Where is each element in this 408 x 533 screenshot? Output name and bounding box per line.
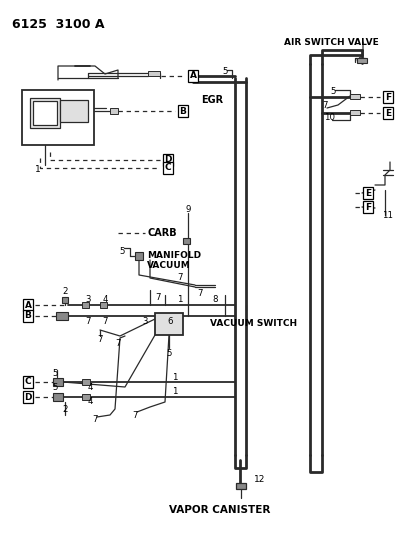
Text: 8: 8 bbox=[212, 295, 218, 304]
Text: 1: 1 bbox=[35, 166, 41, 174]
Bar bbox=[100, 302, 107, 308]
Text: F: F bbox=[385, 93, 391, 101]
Bar bbox=[22, 90, 94, 145]
Bar bbox=[350, 94, 360, 99]
Bar bbox=[350, 110, 360, 115]
Text: 7: 7 bbox=[155, 294, 161, 303]
Text: AIR SWITCH VALVE: AIR SWITCH VALVE bbox=[284, 38, 379, 47]
Text: 7: 7 bbox=[85, 318, 91, 327]
Text: VACUUM SWITCH: VACUUM SWITCH bbox=[210, 319, 297, 328]
Text: 1: 1 bbox=[177, 295, 183, 304]
Text: D: D bbox=[24, 392, 32, 401]
Bar bbox=[357, 58, 367, 63]
Text: VACUUM: VACUUM bbox=[147, 261, 191, 270]
Text: 3: 3 bbox=[142, 318, 148, 327]
Bar bbox=[148, 71, 160, 76]
Bar bbox=[53, 378, 63, 386]
Text: 7: 7 bbox=[177, 273, 183, 282]
Text: 10: 10 bbox=[324, 114, 335, 123]
Bar bbox=[33, 101, 57, 125]
Text: EGR: EGR bbox=[201, 95, 223, 105]
Text: B: B bbox=[180, 107, 186, 116]
Bar bbox=[183, 238, 190, 244]
Text: 4: 4 bbox=[87, 398, 93, 407]
Text: 4: 4 bbox=[102, 295, 108, 304]
Text: 11: 11 bbox=[383, 211, 393, 220]
Text: 5: 5 bbox=[52, 368, 58, 377]
Text: A: A bbox=[189, 71, 197, 80]
Bar bbox=[56, 312, 68, 320]
Bar bbox=[62, 297, 68, 303]
Bar bbox=[135, 252, 143, 260]
Bar bbox=[82, 394, 90, 400]
Bar bbox=[53, 393, 63, 401]
Text: 7: 7 bbox=[322, 101, 328, 109]
Bar bbox=[155, 313, 183, 335]
Text: 5: 5 bbox=[330, 87, 336, 96]
Text: 7: 7 bbox=[115, 340, 121, 349]
Bar bbox=[110, 108, 118, 114]
Bar bbox=[60, 100, 88, 122]
Text: A: A bbox=[24, 301, 31, 310]
Text: 5: 5 bbox=[222, 68, 228, 77]
Text: 7: 7 bbox=[197, 288, 203, 297]
Text: 7: 7 bbox=[102, 318, 108, 327]
Text: 2: 2 bbox=[62, 405, 68, 414]
Text: 5: 5 bbox=[166, 349, 172, 358]
Text: 9: 9 bbox=[185, 206, 191, 214]
Bar bbox=[82, 379, 90, 385]
Text: 1: 1 bbox=[172, 387, 178, 397]
Text: C: C bbox=[165, 164, 171, 173]
Text: 7: 7 bbox=[97, 335, 103, 344]
Text: C: C bbox=[25, 377, 31, 386]
Text: E: E bbox=[365, 189, 371, 198]
Text: 5: 5 bbox=[119, 246, 125, 255]
Bar bbox=[30, 98, 60, 128]
Text: 5: 5 bbox=[52, 384, 58, 392]
Text: D: D bbox=[164, 156, 172, 165]
Text: 1: 1 bbox=[172, 373, 178, 382]
Bar bbox=[82, 302, 89, 308]
Text: 4: 4 bbox=[87, 383, 93, 392]
Text: E: E bbox=[385, 109, 391, 117]
Text: 6125  3100 A: 6125 3100 A bbox=[12, 18, 104, 31]
Text: 6: 6 bbox=[167, 318, 173, 327]
Text: MANIFOLD: MANIFOLD bbox=[147, 251, 201, 260]
Text: 12: 12 bbox=[254, 475, 266, 484]
Text: CARB: CARB bbox=[147, 228, 177, 238]
Text: VAPOR CANISTER: VAPOR CANISTER bbox=[169, 505, 271, 515]
Bar bbox=[236, 483, 246, 489]
Text: F: F bbox=[365, 203, 371, 212]
Text: B: B bbox=[24, 311, 31, 320]
Text: 2: 2 bbox=[62, 287, 68, 295]
Text: 7: 7 bbox=[92, 415, 98, 424]
Text: 7: 7 bbox=[132, 410, 138, 419]
Text: 3: 3 bbox=[85, 295, 91, 304]
